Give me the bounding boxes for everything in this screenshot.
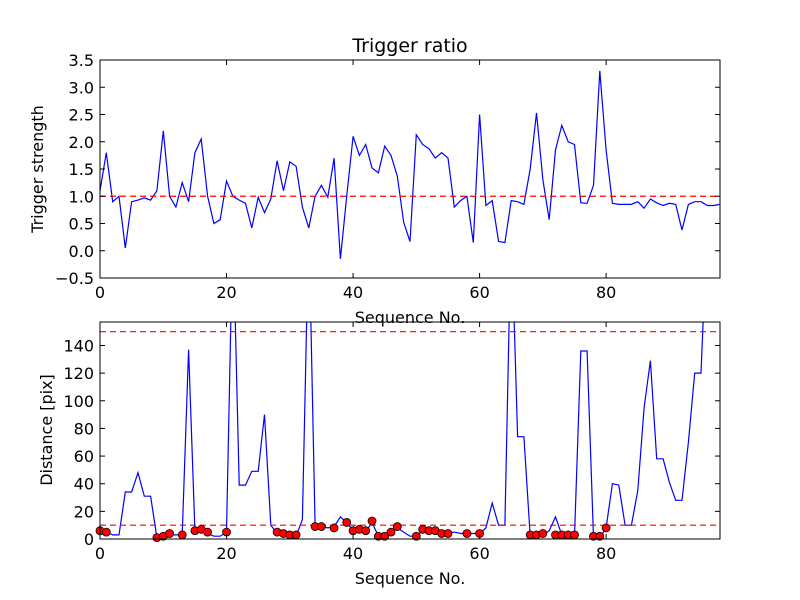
y-tick-label: 100 <box>63 392 94 411</box>
x-tick-label: 60 <box>469 283 489 302</box>
event-marker <box>443 529 453 538</box>
event-marker <box>570 530 579 540</box>
x-tick-label: 80 <box>596 283 616 302</box>
event-marker <box>177 530 187 540</box>
x-axis-ticks: 0 20 40 60 80 <box>95 322 616 563</box>
y-tick-label: 140 <box>63 336 94 355</box>
event-marker <box>392 522 402 531</box>
x-axis-label: Sequence No. <box>355 569 466 588</box>
plot-area <box>95 321 721 543</box>
series-line <box>100 70 720 259</box>
y-axis-label: Distance [pix] <box>37 374 56 486</box>
y-tick-label: 1.5 <box>69 160 94 179</box>
x-tick-label: 0 <box>95 283 105 302</box>
event-marker <box>203 527 212 537</box>
x-tick-label: 20 <box>216 544 236 563</box>
y-axis-label: Trigger strength <box>28 105 47 234</box>
event-marker <box>291 530 301 540</box>
y-tick-label: 120 <box>63 364 94 383</box>
y-axis-ticks: −0.5 0.0 0.5 1.0 1.5 2.0 2.5 3.0 3.5 <box>55 51 720 288</box>
event-marker <box>342 518 352 527</box>
y-tick-label: 3.5 <box>69 51 94 70</box>
y-tick-label: 60 <box>74 447 94 466</box>
x-axis-ticks: 0 20 40 60 80 <box>95 60 616 302</box>
event-marker <box>601 523 611 533</box>
y-axis-ticks: 0 20 40 60 80 100 120 140 <box>63 336 720 549</box>
distance-chart: 0 20 40 60 80 0 20 40 60 80 100 120 140 Sequence No… <box>37 321 721 588</box>
event-marker <box>380 531 390 541</box>
y-tick-label: −0.5 <box>55 269 94 288</box>
y-tick-label: 2.5 <box>69 106 94 125</box>
y-tick-label: 1.0 <box>69 187 94 206</box>
event-marker <box>595 531 605 541</box>
y-tick-label: 80 <box>74 419 94 438</box>
y-tick-label: 20 <box>74 502 94 521</box>
event-marker <box>411 531 421 541</box>
x-tick-label: 0 <box>95 544 105 563</box>
event-marker <box>367 516 377 526</box>
y-tick-label: 40 <box>74 475 94 494</box>
event-marker <box>538 529 548 538</box>
y-tick-label: 0.5 <box>69 215 94 234</box>
event-marker <box>462 529 472 538</box>
y-tick-label: 3.0 <box>69 78 94 97</box>
event-marker <box>361 526 371 536</box>
x-tick-label: 20 <box>216 283 236 302</box>
event-marker <box>386 527 396 537</box>
y-tick-label: 2.0 <box>69 133 94 152</box>
x-tick-label: 40 <box>343 544 363 563</box>
data-layer <box>100 70 720 259</box>
plot-frame <box>99 321 721 540</box>
x-tick-label: 40 <box>343 283 363 302</box>
x-tick-label: 60 <box>469 544 489 563</box>
event-marker <box>317 522 326 531</box>
y-tick-label: 0 <box>84 530 94 549</box>
chart-title: Trigger ratio <box>351 35 467 57</box>
event-marker <box>165 529 174 538</box>
event-marker <box>329 523 339 533</box>
x-tick-label: 80 <box>596 544 616 563</box>
x-axis-label: Sequence No. <box>355 308 466 327</box>
y-tick-label: 0.0 <box>69 242 94 261</box>
event-marker <box>101 527 111 537</box>
